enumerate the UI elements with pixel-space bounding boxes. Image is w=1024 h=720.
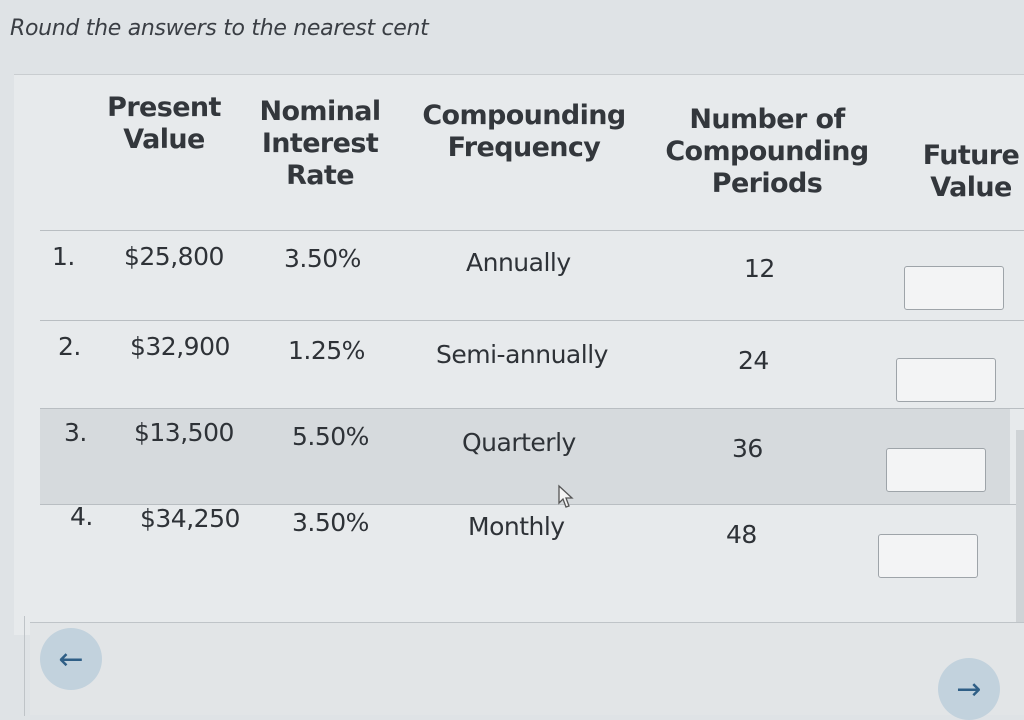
table-panel (14, 74, 1024, 635)
row-divider (40, 504, 1024, 505)
periods-cell: 24 (738, 346, 769, 375)
row-divider (40, 408, 1024, 409)
header-present-value-line1: Present (107, 92, 221, 123)
frequency-cell: Semi-annually (436, 340, 608, 369)
future-value-input[interactable] (904, 266, 1004, 310)
interest-rate-cell: 3.50% (292, 508, 369, 537)
interest-rate-cell: 1.25% (288, 336, 365, 365)
present-value-cell: $34,250 (140, 504, 240, 533)
row-number: 3. (64, 418, 87, 447)
header-nominal-rate-line2: Interest (261, 128, 379, 159)
forward-button[interactable]: → (938, 658, 1000, 720)
scrollbar[interactable] (1016, 430, 1024, 650)
header-periods-line1: Number of (689, 104, 845, 135)
interest-rate-cell: 5.50% (292, 422, 369, 451)
header-nominal-rate-line1: Nominal (259, 96, 381, 127)
periods-cell: 36 (732, 434, 763, 463)
periods-cell: 12 (744, 254, 775, 283)
row-divider (40, 230, 1024, 231)
header-periods-line3: Periods (711, 168, 823, 199)
future-value-input[interactable] (896, 358, 996, 402)
future-value-input[interactable] (878, 534, 978, 578)
frequency-cell: Monthly (468, 512, 565, 541)
back-button[interactable]: ← (40, 628, 102, 690)
periods-cell: 48 (726, 520, 757, 549)
header-future-value-line2: Value (930, 172, 1012, 203)
present-value-cell: $13,500 (134, 418, 234, 447)
header-frequency-line2: Frequency (447, 132, 601, 163)
header-frequency-line1: Compounding (422, 100, 626, 131)
frequency-cell: Annually (466, 248, 571, 277)
left-edge-border (0, 616, 25, 716)
mouse-pointer-icon (558, 484, 574, 508)
row-divider (40, 320, 1024, 321)
arrow-left-icon: ← (58, 641, 84, 677)
row-number: 1. (52, 242, 75, 271)
present-value-cell: $25,800 (124, 242, 224, 271)
header-present-value: Present Value (104, 92, 224, 156)
arrow-right-icon: → (956, 671, 982, 707)
header-periods: Number of Compounding Periods (662, 104, 872, 200)
header-frequency: Compounding Frequency (418, 100, 630, 164)
header-future-value: Future Value (916, 140, 1024, 204)
header-periods-line2: Compounding (665, 136, 869, 167)
future-value-input[interactable] (886, 448, 986, 492)
row-number: 4. (70, 502, 93, 531)
row-highlight (40, 408, 1010, 504)
frequency-cell: Quarterly (462, 428, 576, 457)
header-present-value-line2: Value (123, 124, 205, 155)
header-nominal-rate-line3: Rate (286, 160, 354, 191)
interest-rate-cell: 3.50% (284, 244, 361, 273)
header-future-value-line1: Future (922, 140, 1020, 171)
row-number: 2. (58, 332, 81, 361)
header-nominal-rate: Nominal Interest Rate (252, 96, 388, 192)
instruction-text: Round the answers to the nearest cent (10, 16, 429, 41)
navigation-bar (30, 622, 1024, 715)
present-value-cell: $32,900 (130, 332, 230, 361)
